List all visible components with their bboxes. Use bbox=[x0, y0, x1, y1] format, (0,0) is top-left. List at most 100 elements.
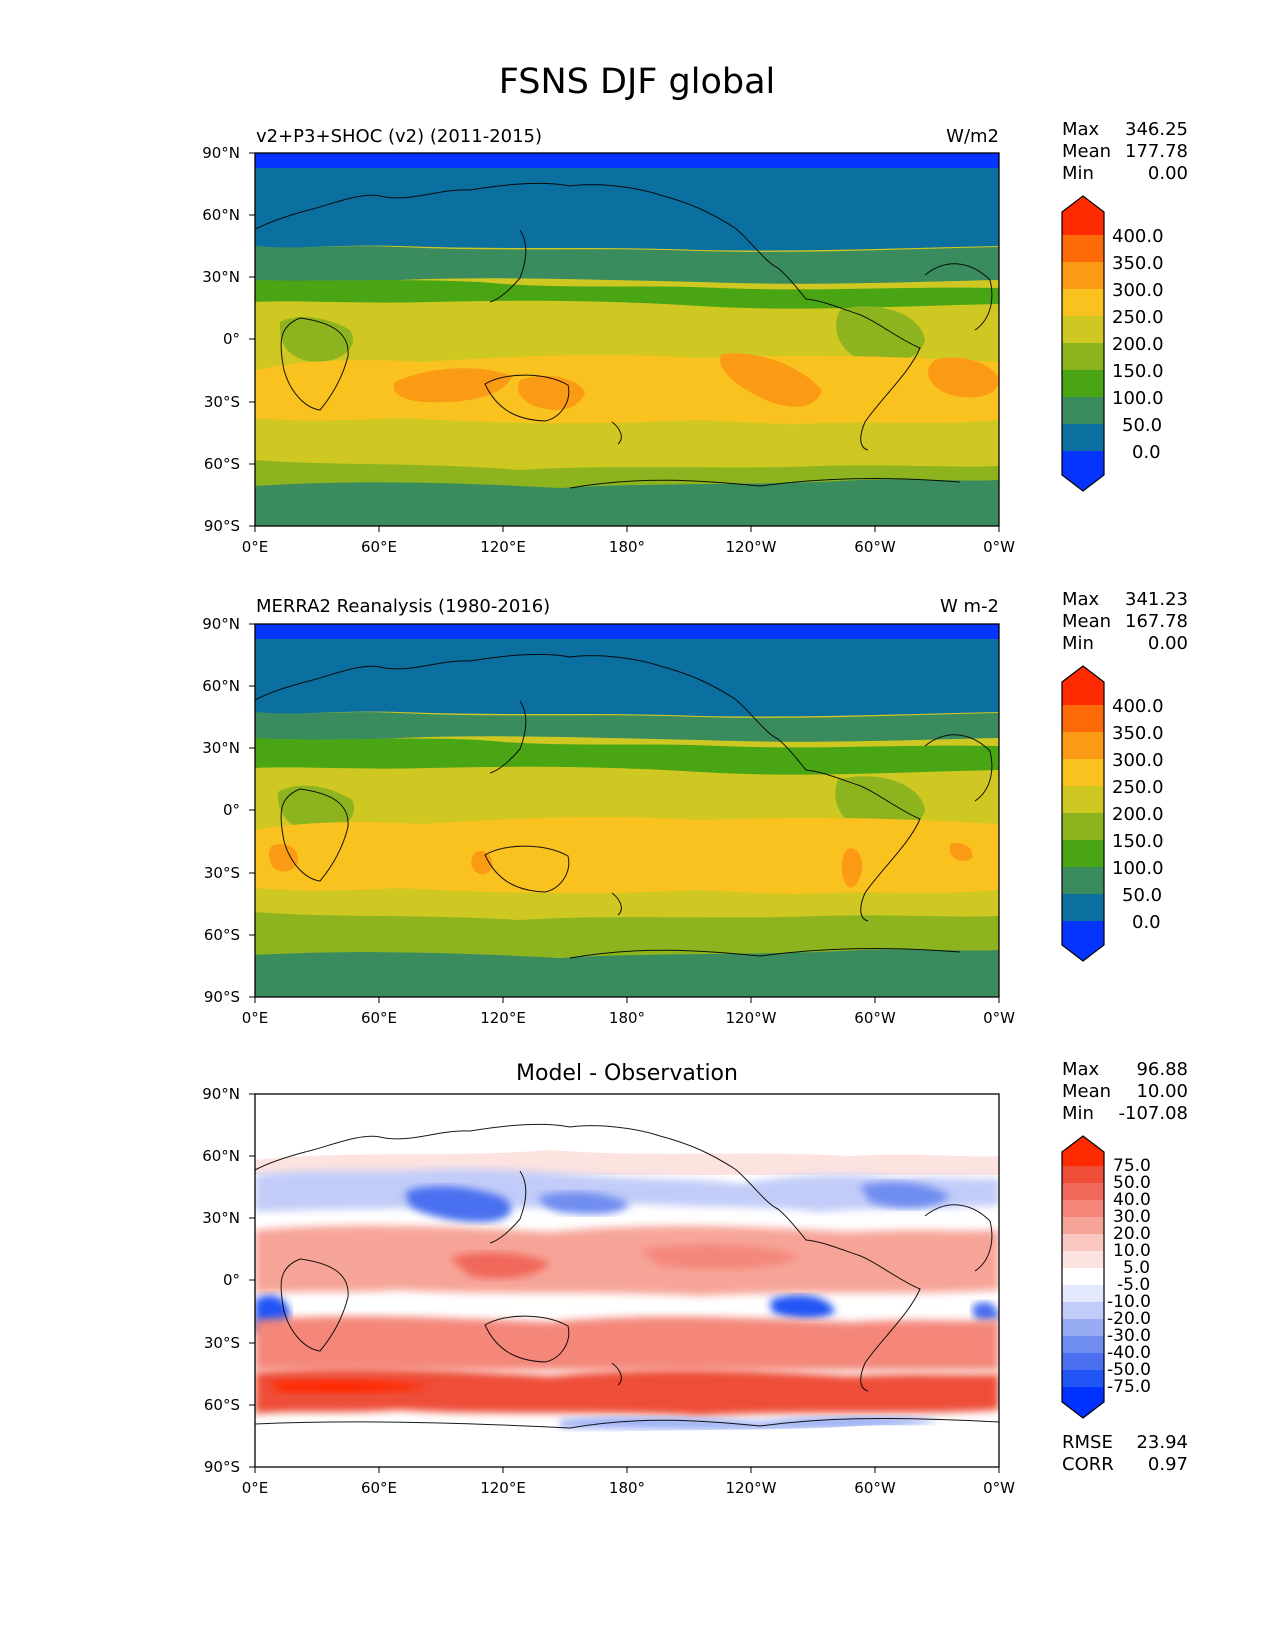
colorbar-label: -30.0 bbox=[1107, 1326, 1151, 1346]
colorbar-segment bbox=[1062, 921, 1104, 946]
field-pos-subtrop-s bbox=[255, 1316, 999, 1370]
lon-tick-label: 180° bbox=[609, 1479, 645, 1497]
panel-units: W m-2 bbox=[940, 596, 999, 617]
field-band-mid-lat-n bbox=[255, 246, 999, 284]
lon-tick-label: 60°W bbox=[854, 538, 896, 556]
lon-tick-label: 0°E bbox=[242, 538, 269, 556]
colorbar-label: 50.0 bbox=[1113, 1173, 1151, 1193]
colorbar-label: 400.0 bbox=[1112, 696, 1164, 717]
colorbar-segment bbox=[1062, 1217, 1104, 1235]
field-band-subtrop-n bbox=[255, 738, 999, 775]
lon-ticks bbox=[254, 1467, 1000, 1473]
field-band-high-lat-n bbox=[255, 168, 999, 251]
lat-tick-label: 60°N bbox=[202, 1147, 240, 1165]
lon-tick-label: 120°E bbox=[480, 1479, 526, 1497]
lat-axis: 90°N 60°N 30°N 0° 30°S 60°S 90°S bbox=[202, 1085, 240, 1476]
metrics-block: RMSE 23.94 CORR 0.97 bbox=[1062, 1432, 1188, 1475]
colorbar-segment bbox=[1062, 1319, 1104, 1337]
field-patch-australia-w bbox=[471, 850, 493, 875]
lat-tick-label: 90°N bbox=[202, 144, 240, 162]
lat-tick-label: 30°N bbox=[202, 739, 240, 757]
stat-name: Min bbox=[1062, 163, 1094, 184]
field-pos-strong-band bbox=[270, 1379, 430, 1394]
colorbar-label: 100.0 bbox=[1112, 858, 1164, 879]
colorbar-segment bbox=[1062, 316, 1104, 344]
field-patch-indian-ocean bbox=[393, 368, 512, 403]
colorbar-segment bbox=[1062, 1234, 1104, 1252]
colorbar-segment bbox=[1062, 732, 1104, 760]
colorbar-segment bbox=[1062, 705, 1104, 733]
colorbar-label: 250.0 bbox=[1112, 307, 1164, 328]
colorbar-segment bbox=[1062, 1166, 1104, 1184]
lat-tick-label: 30°S bbox=[204, 864, 240, 882]
field-pos-maritime bbox=[450, 1252, 550, 1279]
stat-value: 341.23 bbox=[1125, 589, 1188, 610]
colorbar-segment bbox=[1062, 1251, 1104, 1269]
colorbar-segment bbox=[1062, 894, 1104, 922]
lon-tick-label: 0°W bbox=[983, 1009, 1015, 1027]
panel-label: MERRA2 Reanalysis (1980-2016) bbox=[256, 596, 550, 617]
colorbar-outline bbox=[1061, 1135, 1105, 1419]
lat-tick-label: 30°N bbox=[202, 268, 240, 286]
colorbar-outline bbox=[1061, 195, 1105, 492]
stat-name: Min bbox=[1062, 633, 1094, 654]
colorbar-label: 100.0 bbox=[1112, 388, 1164, 409]
field-band-subtrop-s bbox=[255, 355, 999, 426]
lat-ticks bbox=[249, 152, 255, 527]
coastlines bbox=[255, 182, 993, 489]
stat-value: 167.78 bbox=[1125, 611, 1188, 632]
lat-tick-label: 60°N bbox=[202, 206, 240, 224]
metric-name: CORR bbox=[1062, 1454, 1114, 1475]
colorbar-labels: 75.0 50.0 40.0 30.0 20.0 10.0 5.0 -5.0 -… bbox=[1107, 1156, 1151, 1397]
colorbar-segment bbox=[1062, 235, 1104, 263]
lon-tick-label: 0°W bbox=[983, 538, 1015, 556]
panel-difference: Model - Observation bbox=[202, 1059, 1188, 1497]
lon-ticks bbox=[254, 997, 1000, 1003]
lon-tick-label: 180° bbox=[609, 538, 645, 556]
lon-axis: 0°E 60°E 120°E 180° 120°W 60°W 0°W bbox=[242, 1479, 1015, 1497]
stat-value: 96.88 bbox=[1136, 1059, 1188, 1080]
field-patch-s-atlantic bbox=[950, 842, 973, 861]
field-patch-africa-s bbox=[269, 843, 299, 872]
colorbar-label: 5.0 bbox=[1123, 1258, 1150, 1278]
lon-tick-label: 120°E bbox=[480, 538, 526, 556]
colorbar-labels: 400.0 350.0 300.0 250.0 200.0 150.0 100.… bbox=[1112, 696, 1164, 933]
lat-tick-label: 60°S bbox=[204, 1396, 240, 1414]
colorbar-labels: 400.0 350.0 300.0 250.0 200.0 150.0 100.… bbox=[1112, 226, 1164, 463]
colorbar-label: 150.0 bbox=[1112, 361, 1164, 382]
field-patch-samerica-s bbox=[841, 848, 863, 888]
lon-tick-label: 0°E bbox=[242, 1479, 269, 1497]
lat-tick-label: 30°S bbox=[204, 1334, 240, 1352]
lon-tick-label: 120°W bbox=[726, 1009, 777, 1027]
colorbar-segment bbox=[1062, 397, 1104, 425]
colorbar-bottom-arrow bbox=[1062, 1402, 1104, 1418]
colorbar-segment bbox=[1062, 1285, 1104, 1303]
colorbar-segment bbox=[1062, 1387, 1104, 1403]
panel-units: W/m2 bbox=[946, 126, 999, 147]
colorbar-segment bbox=[1062, 1268, 1104, 1286]
field-patch-s-atlantic bbox=[928, 357, 999, 398]
stats-block: Max 346.25 Mean 177.78 Min 0.00 bbox=[1062, 119, 1188, 184]
panel-label: Model - Observation bbox=[516, 1061, 738, 1086]
lat-tick-label: 30°S bbox=[204, 393, 240, 411]
colorbar-segment bbox=[1062, 262, 1104, 290]
colorbar-segment bbox=[1062, 451, 1104, 476]
field-band-mid-lat-n bbox=[255, 712, 999, 742]
colorbar-segment bbox=[1062, 1353, 1104, 1371]
lat-tick-label: 60°S bbox=[204, 926, 240, 944]
field-patch-australia bbox=[518, 376, 585, 410]
metric-value: 23.94 bbox=[1136, 1432, 1188, 1453]
field-neg-antarctic-coast bbox=[560, 1416, 940, 1430]
lat-tick-label: 30°N bbox=[202, 1209, 240, 1227]
lat-ticks bbox=[249, 623, 255, 998]
lon-tick-label: 120°W bbox=[726, 1479, 777, 1497]
stats-block: Max 96.88 Mean 10.00 Min -107.08 bbox=[1062, 1059, 1188, 1124]
stat-name: Mean bbox=[1062, 141, 1111, 162]
colorbar-segment bbox=[1062, 813, 1104, 841]
field-neg-peru bbox=[770, 1295, 835, 1319]
colorbar-segment bbox=[1062, 289, 1104, 317]
colorbar-segment bbox=[1062, 1370, 1104, 1388]
colorbar-label: -50.0 bbox=[1107, 1360, 1151, 1380]
stat-value: 10.00 bbox=[1136, 1081, 1188, 1102]
